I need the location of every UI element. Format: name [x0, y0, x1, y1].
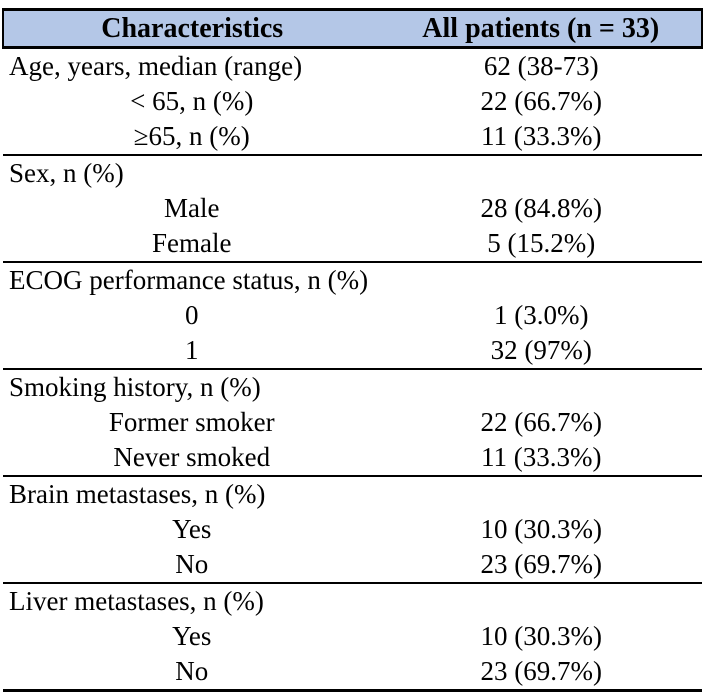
table-row: ≥65, n (%) 11 (33.3%): [3, 119, 702, 156]
row-value: 23 (69.7%): [380, 654, 702, 692]
row-label: Female: [3, 226, 381, 263]
table-row: Former smoker 22 (66.7%): [3, 405, 702, 440]
row-value: 32 (97%): [380, 333, 702, 370]
row-label: < 65, n (%): [130, 86, 254, 116]
row-label: 0: [184, 300, 199, 330]
row-value: 22 (66.7%): [480, 407, 602, 437]
table-row: < 65, n (%) 22 (66.7%): [3, 84, 702, 119]
row-label: 1: [3, 333, 381, 370]
row-label: Yes: [172, 514, 212, 544]
row-label: Yes: [172, 621, 212, 651]
table-row: Yes 10 (30.3%): [3, 619, 702, 654]
row-value: 11 (33.3%): [380, 440, 702, 477]
row-label: Former smoker: [108, 407, 275, 437]
table-row: No 23 (69.7%): [3, 547, 702, 584]
row-label: ≥65, n (%): [3, 119, 381, 156]
row-value: [380, 262, 702, 298]
row-value: 22 (66.7%): [480, 86, 602, 116]
row-label: No: [3, 547, 381, 584]
row-value: 10 (30.3%): [480, 621, 602, 651]
row-label: Liver metastases, n (%): [9, 586, 264, 616]
row-value: 1 (3.0%): [493, 300, 589, 330]
row-value: 11 (33.3%): [380, 119, 702, 156]
row-value: [380, 369, 702, 405]
table-header-row: Characteristics All patients (n = 33): [1, 9, 703, 49]
row-label: Smoking history, n (%): [9, 372, 261, 402]
table-row-section-header: ECOG performance status, n (%): [3, 262, 702, 298]
table-row: 1 32 (97%): [3, 333, 702, 370]
row-value: 28 (84.8%): [480, 193, 602, 223]
table-row-section-header: Sex, n (%): [3, 155, 702, 191]
table-row: 0 1 (3.0%): [3, 298, 702, 333]
row-label: No: [3, 654, 381, 692]
row-value: 5 (15.2%): [380, 226, 702, 263]
row-label: Male: [163, 193, 220, 223]
row-value: 23 (69.7%): [380, 547, 702, 584]
table-row-section-header: Liver metastases, n (%): [3, 583, 702, 619]
table-row: Male 28 (84.8%): [3, 191, 702, 226]
table-row: Never smoked 11 (33.3%): [3, 440, 702, 477]
table-row-section-header: Smoking history, n (%): [3, 369, 702, 405]
row-label: Never smoked: [3, 440, 381, 477]
row-value: [380, 476, 702, 512]
row-label: ECOG performance status, n (%): [9, 265, 369, 295]
table-row-section-header: Age, years, median (range) 62 (38-73): [3, 48, 702, 85]
patient-characteristics-table: Characteristics All patients (n = 33) Ag…: [1, 8, 703, 692]
column-header-all-patients: All patients (n = 33): [380, 9, 703, 49]
row-value: [380, 155, 702, 191]
row-value: [380, 583, 702, 619]
row-value: 10 (30.3%): [480, 514, 602, 544]
row-value: 62 (38-73): [483, 51, 599, 81]
row-label: Sex, n (%): [9, 158, 124, 188]
column-header-characteristics: Characteristics: [1, 9, 381, 49]
table-row: Yes 10 (30.3%): [3, 512, 702, 547]
table-row-section-header: Brain metastases, n (%): [3, 476, 702, 512]
row-label: Age, years, median (range): [9, 51, 303, 81]
table-row: Female 5 (15.2%): [3, 226, 702, 263]
table-row: No 23 (69.7%): [3, 654, 702, 692]
row-label: Brain metastases, n (%): [9, 479, 266, 509]
